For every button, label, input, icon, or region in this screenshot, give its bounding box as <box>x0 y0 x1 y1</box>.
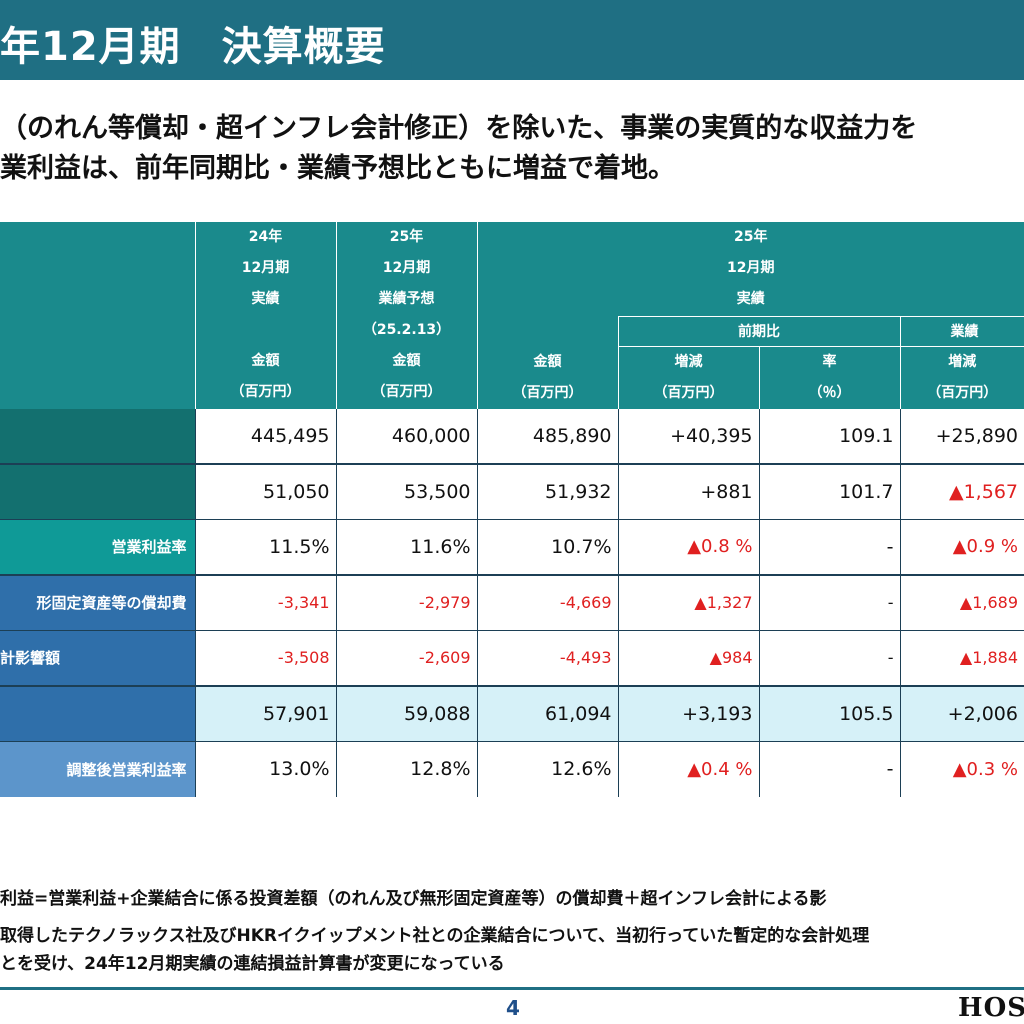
cell-forecast-change: ▲1,567 <box>899 463 1024 520</box>
cell-yoy-change: ▲1,327 <box>617 574 759 631</box>
cell-fy24: -3,508 <box>194 630 336 687</box>
header-yoy-change-unit: （百万円） <box>653 384 724 401</box>
header-col3-amount-cell: 金額 （百万円） <box>476 316 618 409</box>
cell-fy25: 12.6% <box>476 741 618 797</box>
cell-yoy-change: +881 <box>617 463 759 520</box>
row-label: 形固定資産等の償却費 <box>0 574 195 631</box>
footnote-1: 利益=営業利益+企業結合に係る投資差額（のれん及び無形固定資産等）の償却費＋超イ… <box>0 889 827 909</box>
header-col1-kind: 実績 <box>251 291 280 308</box>
cell-fy25: 485,890 <box>476 408 618 465</box>
row-label <box>0 463 195 520</box>
cell-forecast-change: ▲1,689 <box>899 574 1024 631</box>
cell-yoy-change: +3,193 <box>617 685 759 742</box>
header-vs-forecast-label: 業績 <box>899 315 1024 346</box>
company-logo: HOS <box>958 993 1024 1023</box>
footnote-3: とを受け、24年12月期実績の連結損益計算書が変更になっている <box>0 954 505 974</box>
footer-divider <box>0 987 1024 990</box>
header-col2-period: 12月期 <box>382 260 431 277</box>
cell-fy25: -4,493 <box>476 630 618 687</box>
cell-yoy-rate: 109.1 <box>758 408 900 465</box>
cell-forecast: 460,000 <box>335 408 477 465</box>
cell-fy24: 13.0% <box>194 741 336 797</box>
header-actual-period: 12月期 <box>727 260 775 277</box>
cell-forecast: 59,088 <box>335 685 477 742</box>
header-yoy-label: 前期比 <box>617 315 900 346</box>
page-title: 年12月期 決算概要 <box>0 24 386 70</box>
header-col-fy24-actual: 24年 12月期 実績 金額 （百万円） <box>194 222 336 409</box>
cell-fy25: 51,932 <box>476 463 618 520</box>
table-row: 調整後営業利益率 13.0% 12.8% 12.6% ▲0.4 % - ▲0.3… <box>0 741 1024 797</box>
cell-forecast-change: +25,890 <box>899 408 1024 465</box>
header-yoy-change-label: 増減 <box>674 353 703 370</box>
header-col2-date: （25.2.13） <box>362 322 451 339</box>
table-row: 51,050 53,500 51,932 +881 101.7 ▲1,567 <box>0 463 1024 520</box>
cell-yoy-rate: - <box>758 741 900 797</box>
header-actual-kind: 実績 <box>736 291 765 308</box>
cell-forecast: 53,500 <box>335 463 477 520</box>
cell-yoy-change: ▲0.8 % <box>617 519 759 576</box>
page-number: 4 <box>506 996 520 1020</box>
cell-fy24: -3,341 <box>194 574 336 631</box>
header-col3-unit: （百万円） <box>512 384 583 401</box>
results-table: 24年 12月期 実績 金額 （百万円） 25年 12月期 業績予想 （25.2… <box>0 222 1024 797</box>
lead-line-2: 業利益は、前年同期比・業績予想比ともに増益で着地。 <box>0 153 675 184</box>
row-label <box>0 685 195 742</box>
header-yoy-rate: 率 （％） <box>758 345 900 409</box>
header-fy25-actual-group: 25年 12月期 実績 <box>476 222 1024 316</box>
cell-forecast-change: ▲1,884 <box>899 630 1024 687</box>
header-yoy-rate-unit: （％） <box>808 384 851 401</box>
header-actual-year: 25年 <box>734 229 768 246</box>
table-row: 計影響額 -3,508 -2,609 -4,493 ▲984 - ▲1,884 <box>0 630 1024 687</box>
cell-yoy-change: ▲0.4 % <box>617 741 759 797</box>
cell-yoy-change: +40,395 <box>617 408 759 465</box>
cell-forecast: 12.8% <box>335 741 477 797</box>
cell-forecast-change: +2,006 <box>899 685 1024 742</box>
header-yoy-change: 増減 （百万円） <box>617 345 759 409</box>
header-corner <box>0 222 195 409</box>
title-bar: 年12月期 決算概要 <box>0 0 1024 80</box>
table-row: 形固定資産等の償却費 -3,341 -2,979 -4,669 ▲1,327 -… <box>0 574 1024 631</box>
header-forecast-change-label: 増減 <box>948 353 977 370</box>
header-forecast-change-unit: （百万円） <box>927 384 998 401</box>
header-col2-amount: 金額 <box>392 353 421 370</box>
header-forecast-change: 増減 （百万円） <box>899 345 1024 409</box>
header-col3-amount: 金額 <box>533 353 562 370</box>
header-col-fy25-forecast: 25年 12月期 業績予想 （25.2.13） 金額 （百万円） <box>335 222 477 409</box>
header-col1-period: 12月期 <box>241 260 290 277</box>
cell-yoy-rate: - <box>758 519 900 576</box>
cell-fy24: 445,495 <box>194 408 336 465</box>
cell-forecast: -2,979 <box>335 574 477 631</box>
header-col2-year: 25年 <box>389 229 424 246</box>
row-label: 計影響額 <box>0 630 195 687</box>
cell-yoy-rate: 101.7 <box>758 463 900 520</box>
lead-line-1: （のれん等償却・超インフレ会計修正）を除いた、事業の実質的な収益力を <box>0 113 918 144</box>
cell-fy25: 10.7% <box>476 519 618 576</box>
cell-fy24: 57,901 <box>194 685 336 742</box>
table-row: 57,901 59,088 61,094 +3,193 105.5 +2,006 <box>0 685 1024 742</box>
cell-fy24: 11.5% <box>194 519 336 576</box>
cell-fy25: -4,669 <box>476 574 618 631</box>
header-col2-kind: 業績予想 <box>378 291 435 308</box>
cell-forecast-change: ▲0.9 % <box>899 519 1024 576</box>
cell-yoy-rate: - <box>758 630 900 687</box>
header-col1-unit: （百万円） <box>230 384 301 401</box>
table-row: 445,495 460,000 485,890 +40,395 109.1 +2… <box>0 408 1024 465</box>
cell-yoy-change: ▲984 <box>617 630 759 687</box>
cell-forecast: -2,609 <box>335 630 477 687</box>
header-col2-unit: （百万円） <box>371 384 442 401</box>
cell-yoy-rate: - <box>758 574 900 631</box>
header-col1-amount: 金額 <box>251 353 280 370</box>
row-label: 営業利益率 <box>0 519 195 576</box>
row-label: 調整後営業利益率 <box>0 741 195 797</box>
header-col1-year: 24年 <box>248 229 283 246</box>
table-row: 営業利益率 11.5% 11.6% 10.7% ▲0.8 % - ▲0.9 % <box>0 519 1024 576</box>
cell-fy25: 61,094 <box>476 685 618 742</box>
cell-forecast-change: ▲0.3 % <box>899 741 1024 797</box>
footnote-2: 取得したテクノラックス社及びHKRイクイップメント社との企業結合について、当初行… <box>0 926 870 946</box>
cell-fy24: 51,050 <box>194 463 336 520</box>
cell-yoy-rate: 105.5 <box>758 685 900 742</box>
header-yoy-rate-label: 率 <box>822 353 837 370</box>
cell-forecast: 11.6% <box>335 519 477 576</box>
row-label <box>0 408 195 465</box>
